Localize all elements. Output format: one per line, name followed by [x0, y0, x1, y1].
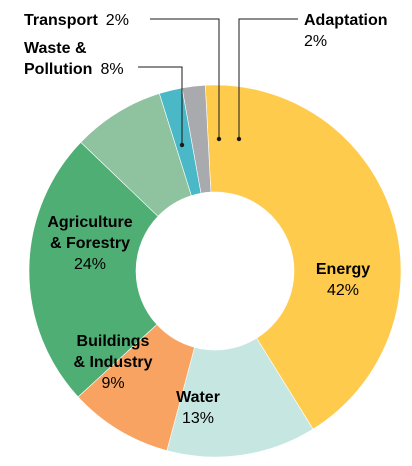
leader-lines: [138, 18, 298, 148]
waste-name-line1: Waste &: [24, 40, 87, 57]
adaptation-leader-dot: [236, 136, 242, 142]
buildings-name-line2: & Industry: [73, 354, 152, 371]
agriculture-pct: 24%: [74, 256, 106, 273]
waste-leader: [138, 66, 183, 144]
slice-labels: Transport 2% Adaptation 2% Waste & Pollu…: [24, 12, 388, 427]
transport-pct: 2%: [106, 12, 129, 29]
donut-slices: [28, 84, 402, 458]
adaptation-name: Adaptation: [304, 12, 388, 29]
adaptation-pct: 2%: [304, 33, 327, 50]
water-pct: 13%: [182, 410, 214, 427]
agriculture-name-line2: & Forestry: [50, 235, 130, 252]
slice-agriculture-and-forestry: [28, 141, 159, 398]
waste-leader-dot: [179, 142, 185, 148]
waste-pct: 8%: [100, 61, 123, 78]
water-name: Water: [176, 389, 220, 406]
transport-leader-dot: [216, 136, 222, 142]
agriculture-name-line1: Agriculture: [47, 214, 132, 231]
transport-leader: [150, 18, 220, 138]
transport-label: Transport 2%: [24, 12, 129, 29]
waste-label-line2: Pollution 8%: [24, 61, 124, 78]
slice-water: [166, 337, 314, 458]
slice-adaptation: [181, 84, 212, 194]
energy-pct: 42%: [327, 282, 359, 299]
slice-energy: [204, 84, 402, 430]
buildings-pct: 9%: [101, 375, 124, 392]
waste-name-line2: Pollution: [24, 61, 92, 78]
transport-name: Transport: [24, 12, 98, 29]
buildings-name-line1: Buildings: [77, 333, 150, 350]
adaptation-leader: [238, 18, 298, 138]
energy-name: Energy: [316, 261, 370, 278]
